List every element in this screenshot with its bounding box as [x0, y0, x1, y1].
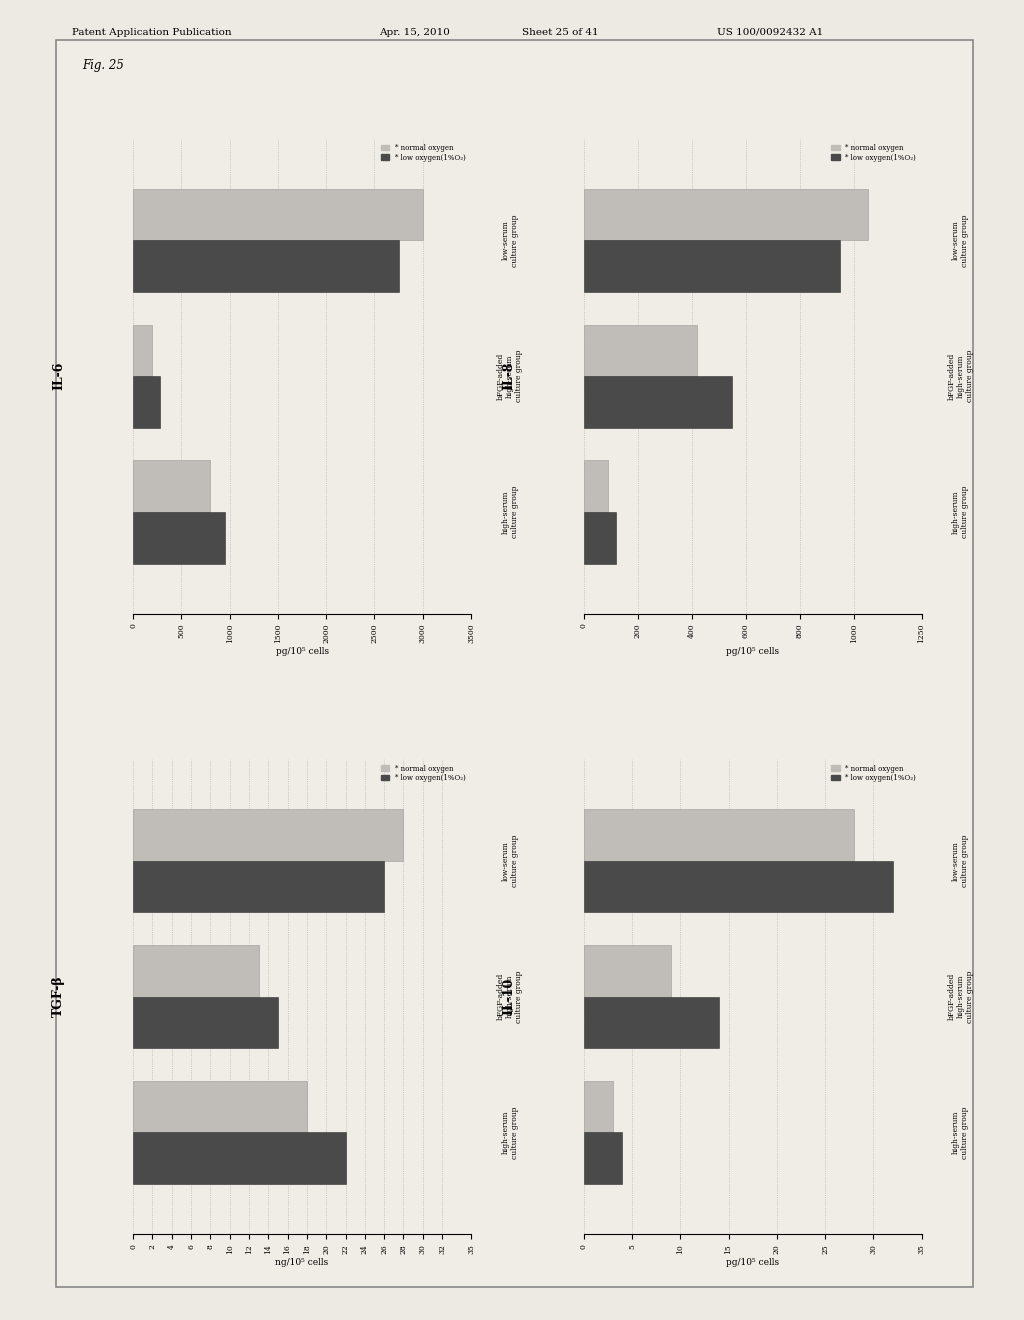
Bar: [133, 809, 403, 861]
Bar: [584, 376, 732, 428]
Text: IL-6: IL-6: [52, 362, 66, 391]
Bar: [133, 240, 398, 292]
Bar: [133, 1133, 345, 1184]
Bar: [133, 461, 210, 512]
Text: Fig. 25: Fig. 25: [82, 59, 124, 73]
Bar: [584, 809, 854, 861]
Bar: [584, 189, 867, 240]
Bar: [133, 945, 259, 997]
Bar: [133, 861, 384, 912]
Bar: [584, 461, 608, 512]
Bar: [133, 1081, 307, 1133]
Bar: [133, 512, 225, 564]
Bar: [584, 945, 671, 997]
Bar: [133, 325, 153, 376]
Text: IL-8: IL-8: [503, 362, 516, 391]
Bar: [133, 189, 423, 240]
Text: Sheet 25 of 41: Sheet 25 of 41: [522, 28, 599, 37]
Bar: [584, 1133, 623, 1184]
Bar: [133, 376, 160, 428]
Text: Apr. 15, 2010: Apr. 15, 2010: [379, 28, 450, 37]
Legend: * normal oxygen, * low oxygen(1%O₂): * normal oxygen, * low oxygen(1%O₂): [379, 763, 468, 784]
Bar: [584, 512, 616, 564]
X-axis label: pg/10⁵ cells: pg/10⁵ cells: [726, 647, 779, 656]
Text: Patent Application Publication: Patent Application Publication: [72, 28, 231, 37]
X-axis label: ng/10⁵ cells: ng/10⁵ cells: [275, 1258, 329, 1267]
Legend: * normal oxygen, * low oxygen(1%O₂): * normal oxygen, * low oxygen(1%O₂): [829, 143, 919, 164]
Text: TGF-β: TGF-β: [52, 975, 66, 1018]
Bar: [133, 997, 278, 1048]
Legend: * normal oxygen, * low oxygen(1%O₂): * normal oxygen, * low oxygen(1%O₂): [829, 763, 919, 784]
X-axis label: pg/10⁵ cells: pg/10⁵ cells: [275, 647, 329, 656]
X-axis label: pg/10⁵ cells: pg/10⁵ cells: [726, 1258, 779, 1267]
Bar: [584, 240, 841, 292]
Bar: [584, 325, 697, 376]
Text: US 100/0092432 A1: US 100/0092432 A1: [717, 28, 823, 37]
Bar: [584, 861, 893, 912]
Bar: [584, 1081, 612, 1133]
Bar: [584, 997, 719, 1048]
Text: IL-10: IL-10: [503, 978, 516, 1015]
Legend: * normal oxygen, * low oxygen(1%O₂): * normal oxygen, * low oxygen(1%O₂): [379, 143, 468, 164]
